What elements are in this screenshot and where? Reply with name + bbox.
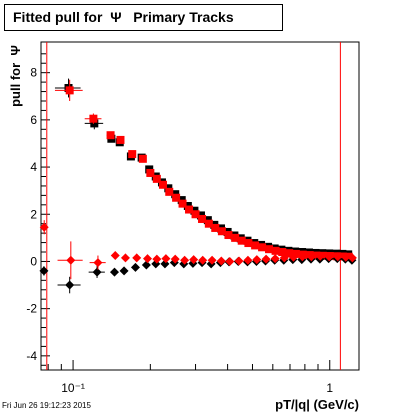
- data-point-square: [152, 174, 161, 183]
- data-point-diamond: [119, 266, 129, 276]
- plot-frame: [40, 41, 360, 371]
- data-point-diamond: [252, 255, 262, 265]
- data-point-square: [244, 239, 253, 248]
- data-point-diamond: [324, 252, 334, 262]
- data-point-diamond: [143, 254, 153, 264]
- y-tick-label: 4: [30, 160, 37, 174]
- y-tick-label: 0: [30, 254, 37, 268]
- data-point-square: [271, 246, 280, 255]
- data-point-diamond: [93, 258, 103, 268]
- data-point-diamond: [110, 251, 120, 261]
- data-point-diamond: [65, 280, 75, 290]
- tick-labels: -4 -2 0 2 4 6 8 10⁻¹ 1: [26, 66, 333, 395]
- data-point-diamond: [297, 252, 307, 262]
- data-point-square: [312, 251, 321, 260]
- y-tick-label: 8: [30, 66, 37, 80]
- data-point-square: [278, 248, 287, 257]
- data-point-square: [185, 205, 194, 214]
- data-point-diamond: [152, 254, 162, 264]
- data-point-square: [65, 86, 74, 95]
- data-point-square: [178, 199, 187, 208]
- data-point-square: [138, 154, 147, 163]
- data-point-diamond: [92, 267, 102, 277]
- data-point-square: [231, 233, 240, 242]
- y-axis-title: pull for Ψ: [8, 45, 23, 107]
- data-point-square: [116, 135, 125, 144]
- data-point-diamond: [66, 255, 76, 265]
- timestamp: Fri Jun 26 19:12:23 2015: [2, 401, 91, 410]
- data-point-square: [90, 119, 99, 128]
- data-point-square: [285, 249, 294, 258]
- data-point-square: [128, 150, 137, 159]
- x-axis-title: pT/|q| (GeV/c): [275, 397, 359, 412]
- data-point-diamond: [261, 254, 271, 264]
- chart-title: Fitted pull for Ψ Primary Tracks: [4, 4, 283, 31]
- data-point-diamond: [109, 267, 119, 277]
- data-point-square: [217, 227, 226, 236]
- data-point-diamond: [234, 256, 244, 266]
- data-point-square: [224, 231, 233, 240]
- data-point-square: [146, 168, 155, 177]
- data-point-square: [165, 187, 174, 196]
- data-point-diamond: [39, 222, 49, 232]
- data-point-square: [89, 114, 98, 123]
- data-point-diamond: [132, 253, 142, 263]
- axis-ticks: [41, 53, 331, 370]
- data-point-diamond: [130, 262, 140, 272]
- data-point-diamond: [341, 252, 351, 262]
- data-point-diamond: [141, 260, 151, 270]
- data-point-diamond: [243, 255, 253, 265]
- data-point-diamond: [347, 253, 357, 263]
- y-tick-label: -4: [26, 349, 37, 363]
- data-point-square: [158, 180, 167, 189]
- data-point-square: [106, 131, 115, 140]
- data-point-square: [258, 243, 267, 252]
- y-tick-label: 2: [30, 207, 37, 221]
- data-point-diamond: [288, 252, 298, 262]
- data-point-square: [172, 193, 181, 202]
- data-point-diamond: [279, 253, 289, 263]
- data-point-square: [211, 223, 220, 232]
- data-point-diamond: [161, 254, 171, 264]
- data-point-diamond: [120, 253, 130, 263]
- x-tick-label: 1: [326, 381, 333, 395]
- data-point-square: [198, 214, 207, 223]
- data-marks: [39, 78, 357, 294]
- data-point-square: [191, 210, 200, 219]
- x-tick-label: 10⁻¹: [61, 381, 85, 395]
- data-point-diamond: [198, 255, 208, 265]
- data-point-diamond: [39, 266, 49, 276]
- data-point-diamond: [225, 256, 235, 266]
- data-point-diamond: [315, 251, 325, 261]
- data-point-diamond: [270, 254, 280, 264]
- y-tick-label: -2: [26, 302, 37, 316]
- data-point-square: [237, 236, 246, 245]
- y-tick-label: 6: [30, 113, 37, 127]
- data-point-diamond: [180, 255, 190, 265]
- data-point-diamond: [333, 252, 343, 262]
- data-point-square: [265, 245, 274, 254]
- reference-lines: [46, 42, 341, 370]
- data-point-diamond: [189, 255, 199, 265]
- data-point-diamond: [306, 252, 316, 262]
- data-point-square: [204, 219, 213, 228]
- data-point-diamond: [216, 256, 226, 266]
- data-point-diamond: [207, 255, 217, 265]
- data-point-square: [291, 249, 300, 258]
- data-point-diamond: [170, 254, 180, 264]
- data-point-square: [251, 241, 260, 250]
